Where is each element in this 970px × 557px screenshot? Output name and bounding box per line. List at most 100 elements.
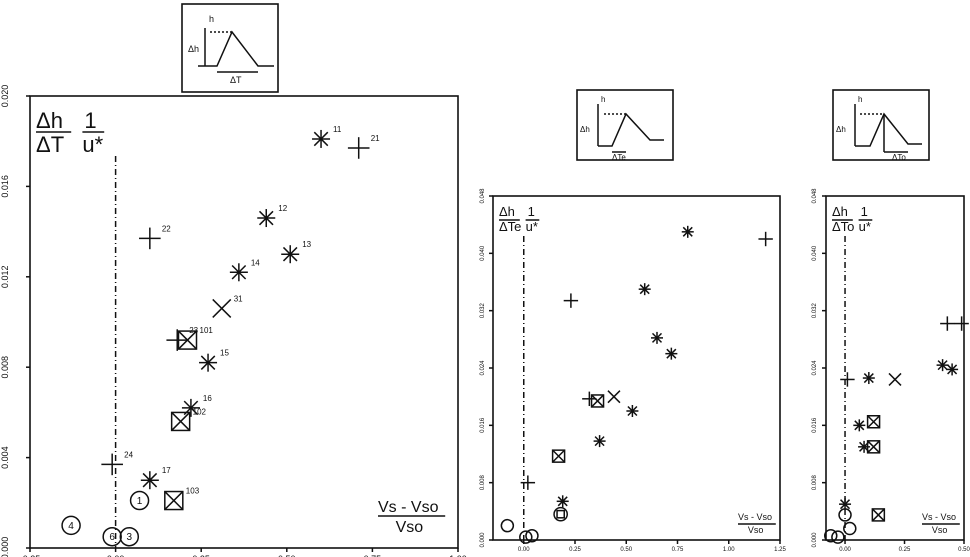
inset-3-bottom-label: ΔTo xyxy=(892,153,906,162)
boxcross-marker-b xyxy=(171,411,191,431)
boxcross-marker-b xyxy=(871,508,885,522)
y-axis-label-factor-denominator: u* xyxy=(526,219,538,234)
boxcross-marker-b xyxy=(867,415,881,429)
data-point: 103 xyxy=(164,487,200,511)
x-tick-label: 0.50 xyxy=(958,547,970,553)
point-label: 16 xyxy=(203,394,212,403)
asterisk-marker-d2 xyxy=(313,131,329,147)
y-tick-label: 0.008 xyxy=(812,474,818,490)
x-axis-label-numerator: Vs - Vso xyxy=(378,499,439,516)
cross-marker-b xyxy=(607,390,621,404)
asterisk-marker-d2 xyxy=(937,360,948,371)
point-label: 21 xyxy=(371,134,380,143)
data-point xyxy=(840,372,855,387)
data-point: 12 xyxy=(257,204,288,228)
data-point: 31 xyxy=(212,294,243,318)
asterisk-marker-d2 xyxy=(231,264,247,280)
chart-panel-1: -0.25 0.00 0.25 0.50 0.75 1.00 0.000 0.004 0.008… xyxy=(0,85,467,557)
x-tick-label: 0.25 xyxy=(899,547,911,553)
circle-marker xyxy=(129,490,150,511)
point-label: 1 xyxy=(137,496,143,507)
data-point xyxy=(839,498,852,511)
x-axis-label-numerator: Vs - Vso xyxy=(738,512,772,522)
y-axis-label-factor-denominator: u* xyxy=(82,132,103,157)
inset-1-top-label: h xyxy=(209,14,214,24)
data-point: 15 xyxy=(199,349,229,372)
inset-3-side-label: Δh xyxy=(836,125,846,134)
point-label: 24 xyxy=(124,450,133,459)
inset-2-bottom-label: ΔTe xyxy=(612,153,626,162)
point-label: 101 xyxy=(200,326,214,335)
data-point xyxy=(626,405,639,417)
x-tick-label: 0.00 xyxy=(107,554,125,557)
y-axis-label-numerator: Δh xyxy=(499,204,515,219)
asterisk-marker-d2 xyxy=(863,373,874,384)
y-axis-label-factor-numerator: 1 xyxy=(528,204,535,219)
boxcross-marker-b xyxy=(164,491,184,511)
data-point xyxy=(824,528,838,543)
asterisk-marker-d2 xyxy=(627,405,638,417)
point-label: 23 xyxy=(189,326,198,335)
y-tick-label: 0.016 xyxy=(0,175,10,198)
point-label: 31 xyxy=(234,294,243,303)
y-tick-label: 0.008 xyxy=(0,356,10,379)
data-point xyxy=(590,394,605,408)
data-point: 13 xyxy=(281,240,312,264)
y-axis-label-denominator: ΔTo xyxy=(832,219,854,234)
y-tick-label: 0.040 xyxy=(480,245,486,261)
x-tick-label: 0.50 xyxy=(278,554,296,557)
point-label: 12 xyxy=(278,204,287,213)
point-label: 11 xyxy=(333,125,342,134)
data-point xyxy=(758,231,773,247)
plot-frame xyxy=(492,195,781,541)
circle-marker xyxy=(102,526,122,547)
data-point xyxy=(838,508,852,522)
y-tick-label: 0.016 xyxy=(812,417,818,433)
inset-1-bottom-label: ΔT xyxy=(230,75,242,85)
data-point: 11 xyxy=(312,125,342,148)
data-point xyxy=(525,528,539,543)
data-point: 23 xyxy=(166,326,199,351)
y-tick-label: 0.000 xyxy=(480,532,486,548)
y-axis-label-factor-numerator: 1 xyxy=(861,204,868,219)
circle-marker xyxy=(119,526,140,547)
y-axis-label-denominator: ΔTe xyxy=(499,219,521,234)
circle-marker xyxy=(838,508,852,522)
data-point xyxy=(862,372,875,385)
data-point xyxy=(665,347,678,360)
asterisk-marker-d2 xyxy=(557,496,568,507)
data-point xyxy=(563,293,579,308)
x-axis-label-denominator: Vso xyxy=(932,525,948,535)
inset-2-top-label: h xyxy=(601,95,605,104)
data-point: 24 xyxy=(101,450,134,476)
data-point: 4 xyxy=(61,515,81,536)
point-label: 102 xyxy=(193,407,207,416)
boxcross-marker-box xyxy=(551,449,566,463)
y-tick-label: 0.020 xyxy=(0,85,10,108)
data-point xyxy=(954,316,969,331)
circlebox-marker-box xyxy=(556,509,565,519)
chart-panel-3: 0.00 0.25 0.50 0.000 0.008 0.016 0.024 0.032 0.0… xyxy=(812,188,970,553)
asterisk-marker-d2 xyxy=(200,355,216,370)
boxcross-marker-b xyxy=(591,394,605,408)
y-tick-label: 0.024 xyxy=(480,360,486,376)
data-point: 22 xyxy=(139,224,171,250)
x-axis-label-denominator: Vso xyxy=(748,525,764,535)
circlebox-marker-circle xyxy=(553,506,569,522)
x-tick-label: 0.50 xyxy=(620,547,632,553)
y-tick-label: 0.016 xyxy=(480,417,486,433)
data-point xyxy=(831,530,845,544)
data-point xyxy=(553,506,569,522)
data-point: 21 xyxy=(347,134,380,159)
y-tick-label: 0.008 xyxy=(480,474,486,490)
data-point xyxy=(638,283,651,296)
y-tick-label: 0.000 xyxy=(812,532,818,548)
plot-frame xyxy=(29,95,459,549)
point-label: 14 xyxy=(251,258,260,267)
x-tick-label: 0.75 xyxy=(364,554,382,557)
y-tick-label: 0.004 xyxy=(0,446,10,469)
inset-3-top-label: h xyxy=(858,95,862,104)
cross-marker-b xyxy=(888,372,902,386)
inset-2-side-label: Δh xyxy=(580,125,590,134)
boxcross-marker-box xyxy=(164,490,184,511)
